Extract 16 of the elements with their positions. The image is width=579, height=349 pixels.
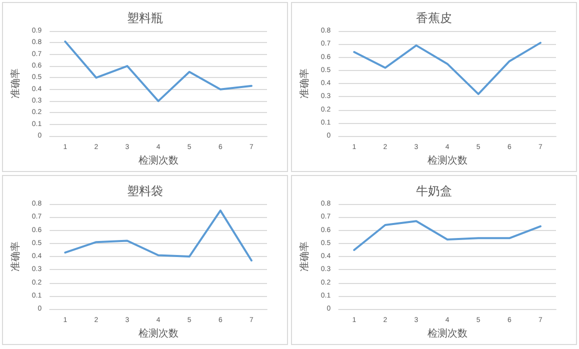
chart-title: 牛奶盒 bbox=[416, 184, 452, 198]
x-axis-title: 检测次数 bbox=[427, 328, 468, 340]
y-axis-title: 准确率 bbox=[10, 68, 22, 99]
x-axis-title: 检测次数 bbox=[138, 154, 178, 166]
line-series bbox=[64, 210, 252, 262]
line-series bbox=[353, 220, 542, 251]
y-axis-title: 准确率 bbox=[298, 242, 310, 272]
y-axis-title: 准确率 bbox=[298, 68, 310, 99]
chart-title: 香蕉皮 bbox=[416, 11, 452, 25]
line-series bbox=[353, 42, 542, 96]
y-axis-title: 准确率 bbox=[10, 242, 22, 272]
line-series bbox=[64, 40, 252, 102]
x-axis-title: 检测次数 bbox=[427, 154, 468, 166]
chart-title: 塑料袋 bbox=[127, 184, 163, 198]
x-axis-title: 检测次数 bbox=[138, 328, 178, 340]
chart-title: 塑料瓶 bbox=[127, 11, 163, 25]
